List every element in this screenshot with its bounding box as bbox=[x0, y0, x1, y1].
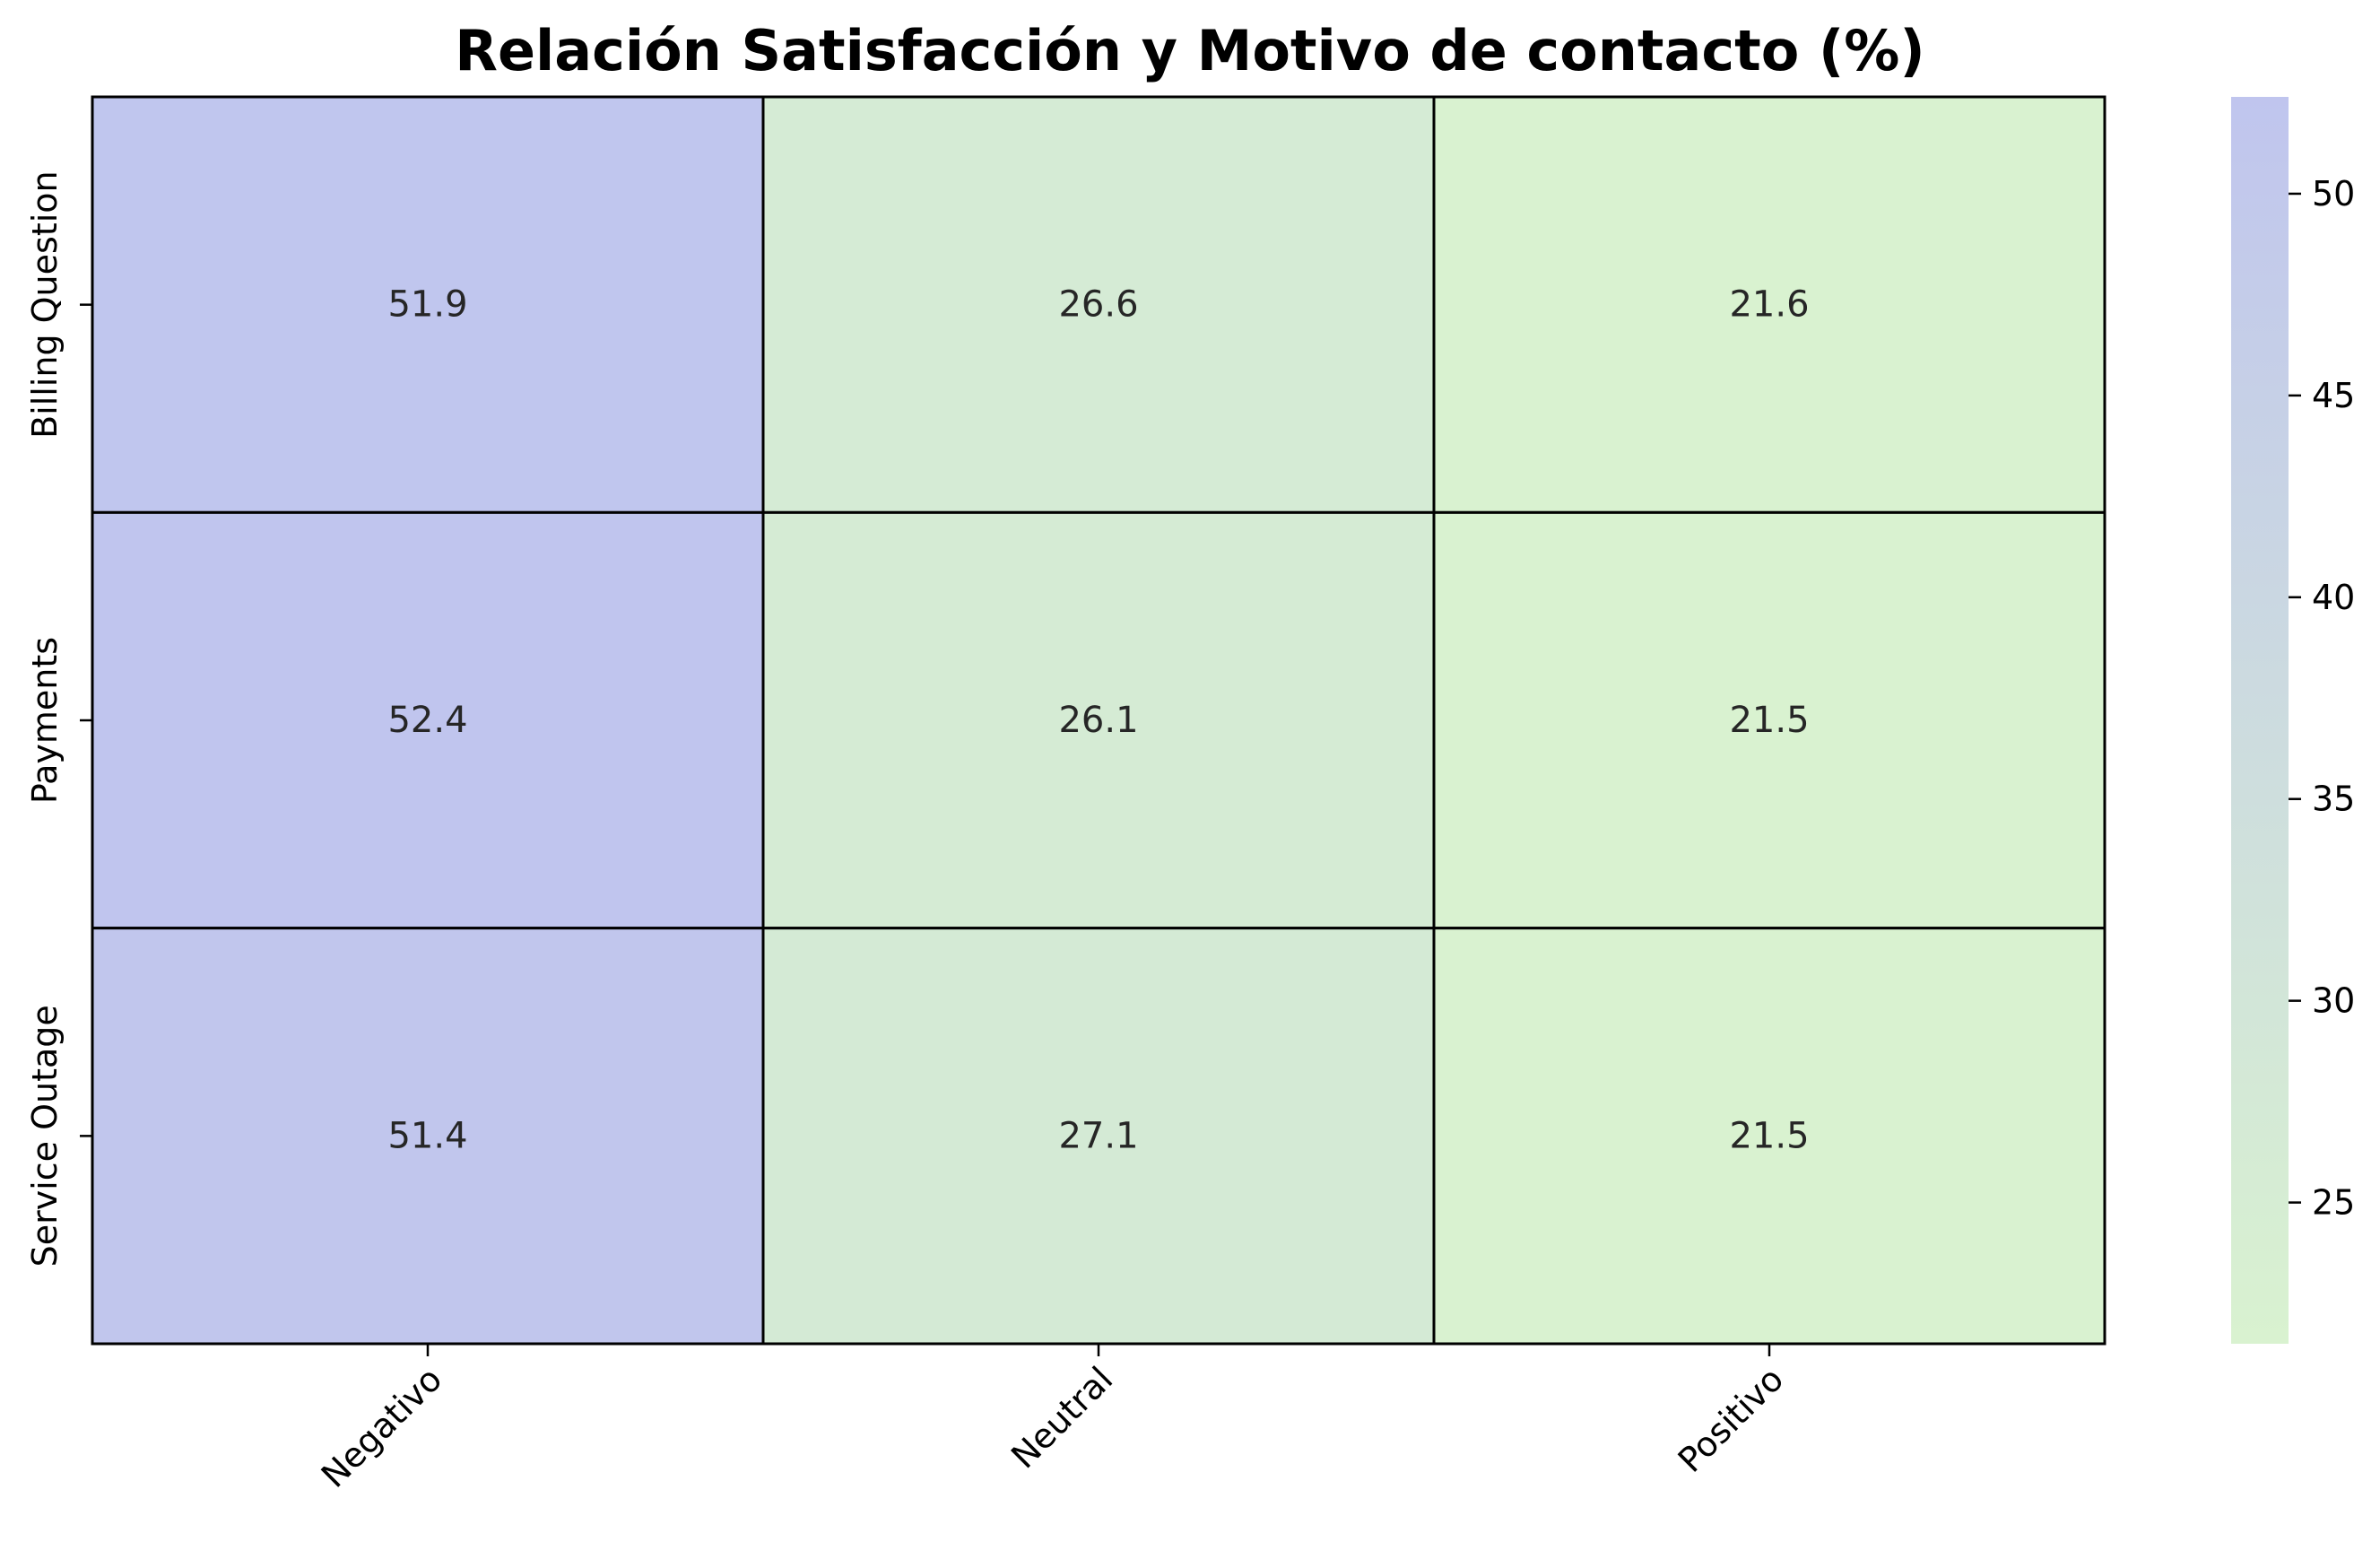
heatmap-cell-service-outage-negativo bbox=[91, 927, 765, 1346]
y-tick-label-billing-question: Billing Question bbox=[25, 170, 65, 439]
cell-value-label: 21.6 bbox=[1729, 284, 1809, 326]
cell-value-label: 51.4 bbox=[387, 1115, 467, 1156]
heatmap-cell-payments-negativo bbox=[91, 510, 765, 930]
heatmap-value-labels: 51.9 26.6 21.6 52.4 26.1 21.5 51.4 27.1 21.5 bbox=[387, 284, 1809, 1157]
y-tick-label-payments: Payments bbox=[25, 637, 65, 804]
cell-value-label: 26.6 bbox=[1058, 284, 1138, 326]
cell-value-label: 27.1 bbox=[1058, 1115, 1138, 1156]
colorbar-tick-label: 40 bbox=[2312, 578, 2355, 617]
heatmap-cell-billing-question-neutral bbox=[761, 95, 1436, 514]
cell-value-label: 26.1 bbox=[1058, 700, 1138, 741]
colorbar bbox=[2231, 97, 2289, 1344]
cell-value-label: 21.5 bbox=[1729, 700, 1809, 741]
y-tick-label-service-outage: Service Outage bbox=[25, 1005, 65, 1267]
heatmap-cell-payments-positivo bbox=[1432, 510, 2106, 930]
x-axis: Negativo Neutral Positivo bbox=[314, 1344, 1792, 1495]
x-tick-label-positivo: Positivo bbox=[1671, 1359, 1792, 1480]
chart-title: Relación Satisfacción y Motivo de contac… bbox=[455, 18, 1925, 83]
heatmap-cell-billing-question-negativo bbox=[91, 95, 765, 514]
colorbar-tick-label: 25 bbox=[2312, 1183, 2355, 1223]
cell-value-label: 51.9 bbox=[387, 284, 467, 326]
colorbar-tick-label: 30 bbox=[2312, 981, 2355, 1021]
x-tick-label-negativo: Negativo bbox=[314, 1359, 450, 1495]
heatmap-cell-payments-neutral bbox=[761, 510, 1436, 930]
cell-value-label: 52.4 bbox=[387, 700, 467, 741]
colorbar-tick-label: 45 bbox=[2312, 376, 2355, 415]
colorbar-tick-label: 35 bbox=[2312, 780, 2355, 819]
heatmap-cell-service-outage-neutral bbox=[761, 927, 1436, 1346]
colorbar-axis: 25 30 35 40 45 50 bbox=[2289, 174, 2355, 1223]
heatmap-cells bbox=[91, 95, 2106, 1346]
colorbar-tick-label: 50 bbox=[2312, 174, 2355, 213]
cell-value-label: 21.5 bbox=[1729, 1115, 1809, 1156]
y-axis: Billing Question Payments Service Outage bbox=[25, 170, 92, 1267]
x-tick-label-neutral: Neutral bbox=[1003, 1359, 1120, 1476]
